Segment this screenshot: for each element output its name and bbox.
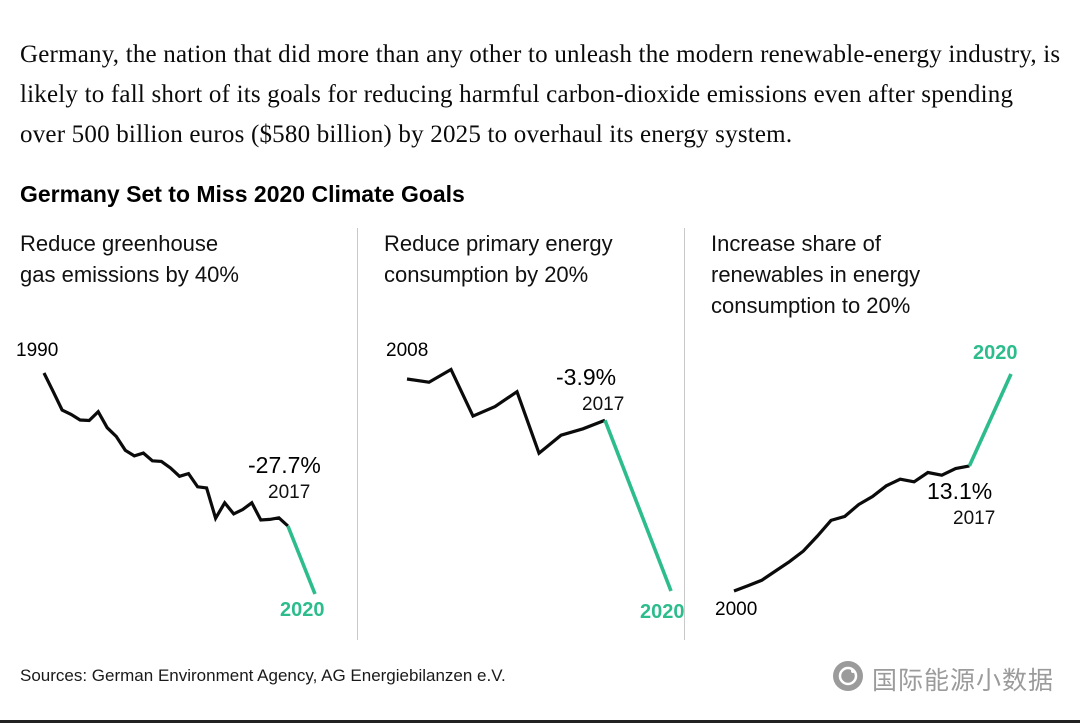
panel-title: Reduce primary energy consumption by 20% [384,231,613,287]
renewables-line-chart [733,373,1013,593]
panel-title: Reduce greenhouse gas emissions by 40% [20,231,239,287]
annotation-value: 13.1% [927,478,993,504]
emissions-line-chart [42,372,317,595]
panel-emissions: Reduce greenhouse gas emissions by 40% 1… [16,228,342,640]
target-year-label: 2020 [973,342,1018,364]
start-year-label: 1990 [16,340,59,361]
panel-title: Increase share of renewables in energy c… [711,231,921,318]
chart-area: 2000 13.1% 2017 2020 [711,336,1031,636]
chart-area: 1990 -27.7% 2017 2020 [16,336,340,636]
annotation-year: 2017 [268,482,311,503]
chart-headline: Germany Set to Miss 2020 Climate Goals [20,181,465,207]
annotation-value: -3.9% [556,364,617,390]
start-year-label: 2008 [386,340,429,361]
start-year-label: 2000 [715,599,758,620]
annotation-year: 2017 [953,508,996,529]
intro-paragraph: Germany, the nation that did more than a… [20,41,1061,148]
watermark-text: 国际能源小数据 [871,666,1054,695]
target-year-label: 2020 [640,601,685,623]
source-attribution: Sources: German Environment Agency, AG E… [20,666,506,685]
article-page: Germany, the nation that did more than a… [16,41,1061,685]
chart-area: 2008 -3.9% 2017 2020 [384,336,704,636]
chart-panels: Reduce greenhouse gas emissions by 40% 1… [16,228,1060,640]
annotation-year: 2017 [582,394,625,415]
panel-energy-consumption: Reduce primary energy consumption by 20%… [357,228,685,640]
annotation-value: -27.7% [248,452,321,478]
bottom-rule [0,720,1080,723]
watermark: 国际能源小数据 [832,660,1054,697]
target-year-label: 2020 [280,599,325,621]
panel-renewables-share: Increase share of renewables in energy c… [684,228,1018,640]
camera-lens-icon [832,660,864,697]
energy-consumption-line-chart [406,367,673,592]
